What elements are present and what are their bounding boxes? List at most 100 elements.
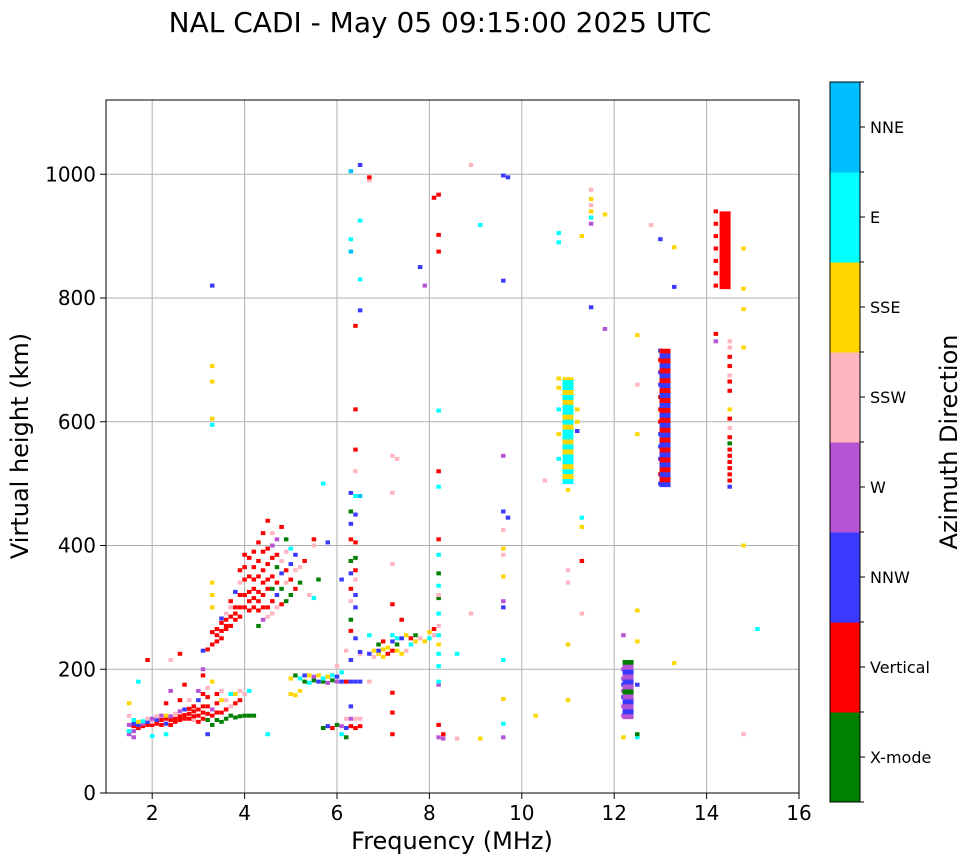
y-axis-ticks: 0 200 400 600 800 1000 — [45, 162, 106, 805]
echo-point — [182, 716, 187, 721]
echo-point — [436, 651, 441, 656]
echo-block-segment — [562, 414, 574, 420]
echo-point — [256, 608, 261, 613]
echo-point — [270, 555, 275, 560]
echo-point — [436, 469, 441, 474]
echo-point — [330, 673, 335, 678]
echo-point — [145, 722, 150, 727]
echo-point — [274, 580, 280, 585]
echo-point — [727, 345, 732, 350]
colorbar-segment — [830, 82, 860, 173]
echo-point — [501, 552, 506, 557]
echo-block-segment — [659, 407, 671, 413]
echo-point — [727, 459, 732, 464]
echo-point — [441, 736, 446, 741]
echo-block-segment — [659, 387, 671, 394]
echo-point — [348, 521, 354, 526]
echo-point — [293, 586, 298, 591]
echo-point — [348, 571, 354, 576]
echo-point — [501, 574, 506, 579]
echo-point — [140, 721, 146, 726]
echo-point — [741, 246, 746, 251]
echo-point — [556, 376, 562, 381]
echo-block-segment — [659, 382, 671, 389]
echo-block-segment — [659, 353, 671, 359]
echo-point — [588, 187, 594, 192]
echo-point — [260, 580, 266, 585]
echo-point — [431, 195, 437, 200]
x-axis-label: Frequency (MHz) — [351, 827, 553, 855]
echo-point — [302, 673, 307, 678]
echo-point — [210, 593, 215, 597]
echo-point — [205, 695, 210, 700]
echo-point — [242, 713, 247, 718]
echo-point — [214, 710, 220, 715]
echo-point — [390, 710, 395, 715]
echo-point — [246, 713, 252, 718]
echo-point — [713, 221, 719, 226]
echo-point — [126, 729, 132, 734]
echo-point — [635, 639, 640, 644]
echo-point — [343, 726, 349, 731]
echo-point — [270, 586, 275, 591]
echo-point — [343, 716, 349, 721]
echo-point — [404, 648, 409, 653]
echo-point — [136, 726, 141, 731]
echo-point — [713, 209, 719, 214]
echo-point — [316, 673, 321, 678]
echo-point — [343, 648, 349, 653]
echo-point — [348, 716, 354, 721]
echo-point — [168, 722, 173, 727]
echo-point — [588, 221, 594, 226]
echo-block-segment — [719, 219, 731, 225]
echo-point — [348, 704, 354, 709]
colorbar-frame — [829, 81, 861, 803]
echo-point — [357, 162, 363, 167]
echo-block-segment — [562, 409, 574, 415]
echo-point — [191, 717, 197, 722]
echo-point — [468, 611, 474, 616]
echo-point — [145, 716, 150, 721]
echo-point — [177, 714, 183, 719]
echo-point — [431, 627, 437, 632]
chart-title: NAL CADI - May 05 09:15:00 2025 UTC — [169, 6, 712, 39]
echo-point — [727, 407, 732, 412]
echo-point — [205, 711, 210, 716]
echo-point — [574, 407, 580, 412]
echo-block-segment — [562, 384, 574, 390]
echo-point — [223, 707, 229, 712]
echo-point — [353, 447, 358, 452]
y-tick-label: 1000 — [45, 162, 96, 186]
echo-point — [320, 676, 326, 681]
echo-point — [367, 633, 372, 638]
echo-point — [672, 661, 677, 666]
echo-point — [256, 599, 261, 604]
grid-lines — [106, 100, 800, 794]
echo-point — [353, 469, 358, 474]
echo-point — [658, 237, 663, 242]
echo-block-segment — [622, 689, 634, 695]
echo-point — [210, 707, 215, 712]
echo-point — [182, 713, 187, 718]
x-tick-label: 14 — [694, 801, 719, 825]
echo-point — [288, 692, 294, 696]
echo-point — [727, 373, 732, 378]
echo-point — [288, 577, 294, 582]
echo-point — [672, 245, 677, 250]
echo-block-segment — [719, 259, 731, 265]
echo-point — [353, 568, 358, 573]
echo-point — [210, 283, 215, 288]
echo-point — [131, 724, 136, 729]
echo-block-segment — [659, 476, 671, 483]
echo-point — [311, 678, 317, 683]
echo-point — [394, 642, 400, 647]
echo-point — [270, 574, 275, 579]
echo-point — [436, 232, 441, 237]
echo-point — [367, 175, 372, 180]
echo-point — [186, 698, 192, 703]
echo-point — [210, 422, 215, 427]
echo-point — [431, 633, 437, 638]
y-tick-label: 600 — [58, 410, 96, 434]
echo-block-segment — [659, 417, 671, 423]
echo-point — [422, 639, 428, 644]
